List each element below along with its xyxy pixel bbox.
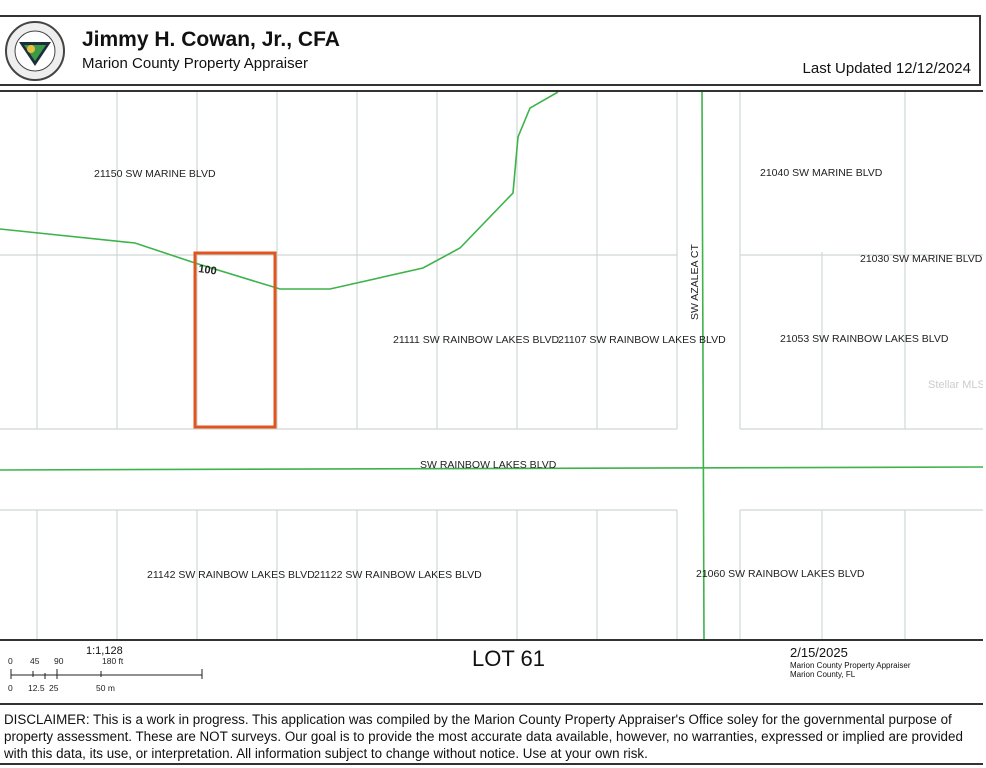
parcel-map[interactable]: 100 21150 SW MARINE BLVD 21040 SW MARINE… <box>0 90 983 641</box>
rainbow-lakes-blvd-centerline <box>0 466 983 471</box>
scale-bar: 0 45 90 180 ft 0 12.5 25 50 m <box>8 656 203 693</box>
parcel-label: 21150 SW MARINE BLVD <box>94 168 216 180</box>
print-date: 2/15/2025 <box>790 645 848 660</box>
disclaimer: DISCLAIMER: This is a work in progress. … <box>0 703 983 765</box>
svg-text:50 m: 50 m <box>96 683 115 693</box>
watermark: Stellar MLS <box>928 379 983 391</box>
contour-label: 100 <box>198 263 218 277</box>
map-title: LOT 61 <box>472 646 545 671</box>
svg-text:0: 0 <box>8 683 13 693</box>
office-name: Marion County Property Appraiser <box>82 55 308 72</box>
parcel-label: 21107 SW RAINBOW LAKES BLVD <box>558 334 726 346</box>
last-updated: Last Updated 12/12/2024 <box>802 60 971 77</box>
parcel-label: 21030 SW MARINE BLVD <box>860 253 983 265</box>
svg-text:45: 45 <box>30 656 40 666</box>
parcel-label: 21060 SW RAINBOW LAKES BLVD <box>696 568 865 580</box>
org-line: Marion County, FL <box>790 670 856 679</box>
parcel-label: 21142 SW RAINBOW LAKES BLVD <box>147 569 315 581</box>
contour-line <box>0 92 559 290</box>
parcel-label: 21040 SW MARINE BLVD <box>760 167 883 179</box>
svg-text:25: 25 <box>49 683 59 693</box>
property-appraiser-seal-logo <box>5 21 65 81</box>
org-info: Marion County Property Appraiser Marion … <box>790 661 911 679</box>
svg-text:90: 90 <box>54 656 64 666</box>
appraiser-name: Jimmy H. Cowan, Jr., CFA <box>82 28 340 51</box>
parcel-label: 21122 SW RAINBOW LAKES BLVD <box>314 569 482 581</box>
parcel-label: 21111 SW RAINBOW LAKES BLVD <box>393 334 560 346</box>
svg-text:180 ft: 180 ft <box>102 656 124 666</box>
header: Jimmy H. Cowan, Jr., CFA Marion County P… <box>0 15 981 86</box>
svg-text:12.5: 12.5 <box>28 683 45 693</box>
org-line: Marion County Property Appraiser <box>790 661 911 670</box>
map-footer: 1:1,128 0 45 90 180 ft 0 12.5 25 50 m LO… <box>0 641 986 701</box>
parcel-label: 21053 SW RAINBOW LAKES BLVD <box>780 333 949 345</box>
scale-ratio: 1:1,128 <box>86 645 123 657</box>
azalea-ct-centerline <box>701 92 705 639</box>
svg-text:0: 0 <box>8 656 13 666</box>
road-label: SW AZALEA CT <box>689 244 701 320</box>
road-label: SW RAINBOW LAKES BLVD <box>420 459 557 471</box>
subject-parcel-outline[interactable] <box>193 251 277 429</box>
